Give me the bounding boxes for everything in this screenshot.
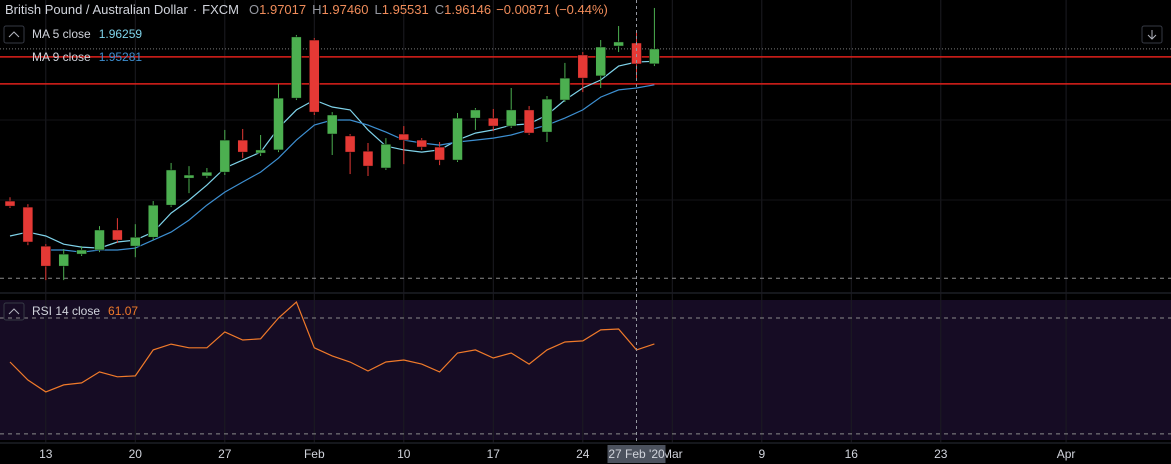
x-tick-label: 16 (845, 447, 859, 461)
x-tick-label: Mar (662, 447, 683, 461)
ohlc-value: 1.97017 (259, 2, 306, 17)
collapse-button[interactable] (3, 302, 25, 321)
candle-body (380, 143, 392, 169)
candle-body (416, 139, 427, 148)
candle-body (237, 139, 248, 153)
ohlc-prefix: C (435, 2, 444, 17)
legend-value: 1.96259 (99, 27, 143, 41)
collapse-button[interactable] (3, 25, 25, 44)
candle-body (470, 109, 481, 119)
candle-body (577, 54, 589, 79)
x-tick-label: Apr (1057, 447, 1076, 461)
candle-body (649, 48, 660, 65)
title: British Pound / Australian Dollar (5, 2, 188, 17)
ohlc-value: 1.95531 (382, 2, 429, 17)
x-tick-label: Feb (304, 447, 325, 461)
candle-body (505, 109, 517, 127)
candle-body (165, 169, 177, 206)
candle-body (147, 204, 159, 238)
crosshair-label: 27 Feb '20 (608, 447, 665, 461)
candle-body (58, 253, 69, 267)
candle-body (4, 200, 16, 207)
arrow-icon (1147, 30, 1157, 40)
x-tick-label: 10 (397, 447, 411, 461)
legend-name: MA 5 close (32, 27, 91, 41)
chevron-icon (8, 308, 20, 315)
x-tick-label: 27 (218, 447, 232, 461)
source: FXCM (202, 2, 239, 17)
candle-body (523, 109, 535, 134)
x-tick-label: 24 (576, 447, 590, 461)
ma5-legend: MA 5 close 1.96259 (32, 27, 142, 41)
line (45, 84, 655, 253)
ohlc-prefix: L (375, 2, 382, 17)
candle-body (40, 245, 52, 267)
x-tick-label: 20 (129, 447, 143, 461)
candle-body (183, 174, 195, 179)
candle-body (273, 97, 284, 151)
legend-value: 1.95281 (99, 50, 143, 64)
candle-body (613, 41, 624, 47)
rsi-pane (0, 300, 1171, 440)
ohlc-prefix: H (312, 2, 321, 17)
plot (0, 0, 1171, 443)
scroll-down-button[interactable] (1141, 25, 1163, 44)
rsi-legend: RSI 14 close 61.07 (32, 304, 138, 318)
candle-body (94, 229, 105, 251)
candle-body (255, 149, 266, 154)
change: −0.00871 (496, 2, 551, 17)
ohlc-value: 1.96146 (444, 2, 491, 17)
x-tick-label: 17 (487, 447, 501, 461)
chevron-icon (8, 31, 20, 38)
x-tick-label: 13 (39, 447, 53, 461)
candle-body (309, 39, 320, 113)
candle-body (488, 117, 499, 127)
candle-body (326, 114, 338, 135)
candle-body (434, 146, 445, 161)
candle-body (201, 171, 213, 177)
candle-body (559, 77, 571, 101)
candle-body (130, 236, 141, 247)
candle-body (22, 206, 34, 243)
candle-body (541, 98, 553, 133)
candle-body (112, 229, 123, 241)
ohlc-value: 1.97460 (322, 2, 369, 17)
candle-body (595, 46, 606, 77)
candle-body (76, 249, 87, 255)
crosshair-label-bg (607, 445, 666, 463)
legend-name: RSI 14 close (32, 304, 100, 318)
ohlc-prefix: O (249, 2, 259, 17)
separator: · (193, 2, 197, 17)
ma9-legend: MA 9 close 1.95281 (32, 50, 142, 64)
legend-name: MA 9 close (32, 50, 91, 64)
candle-body (344, 135, 356, 153)
legend-value: 61.07 (108, 304, 138, 318)
candle-body (291, 36, 302, 99)
x-tick-label: 23 (934, 447, 948, 461)
candle-body (398, 133, 410, 141)
candle-body (452, 117, 463, 161)
line (9, 300, 655, 393)
header: British Pound / Australian Dollar · FXCM O1… (5, 2, 608, 17)
change-percent: (−0.44%) (555, 2, 608, 17)
x-tick-label: 9 (758, 447, 765, 461)
candle-body (219, 139, 231, 173)
candle-body (362, 150, 374, 167)
